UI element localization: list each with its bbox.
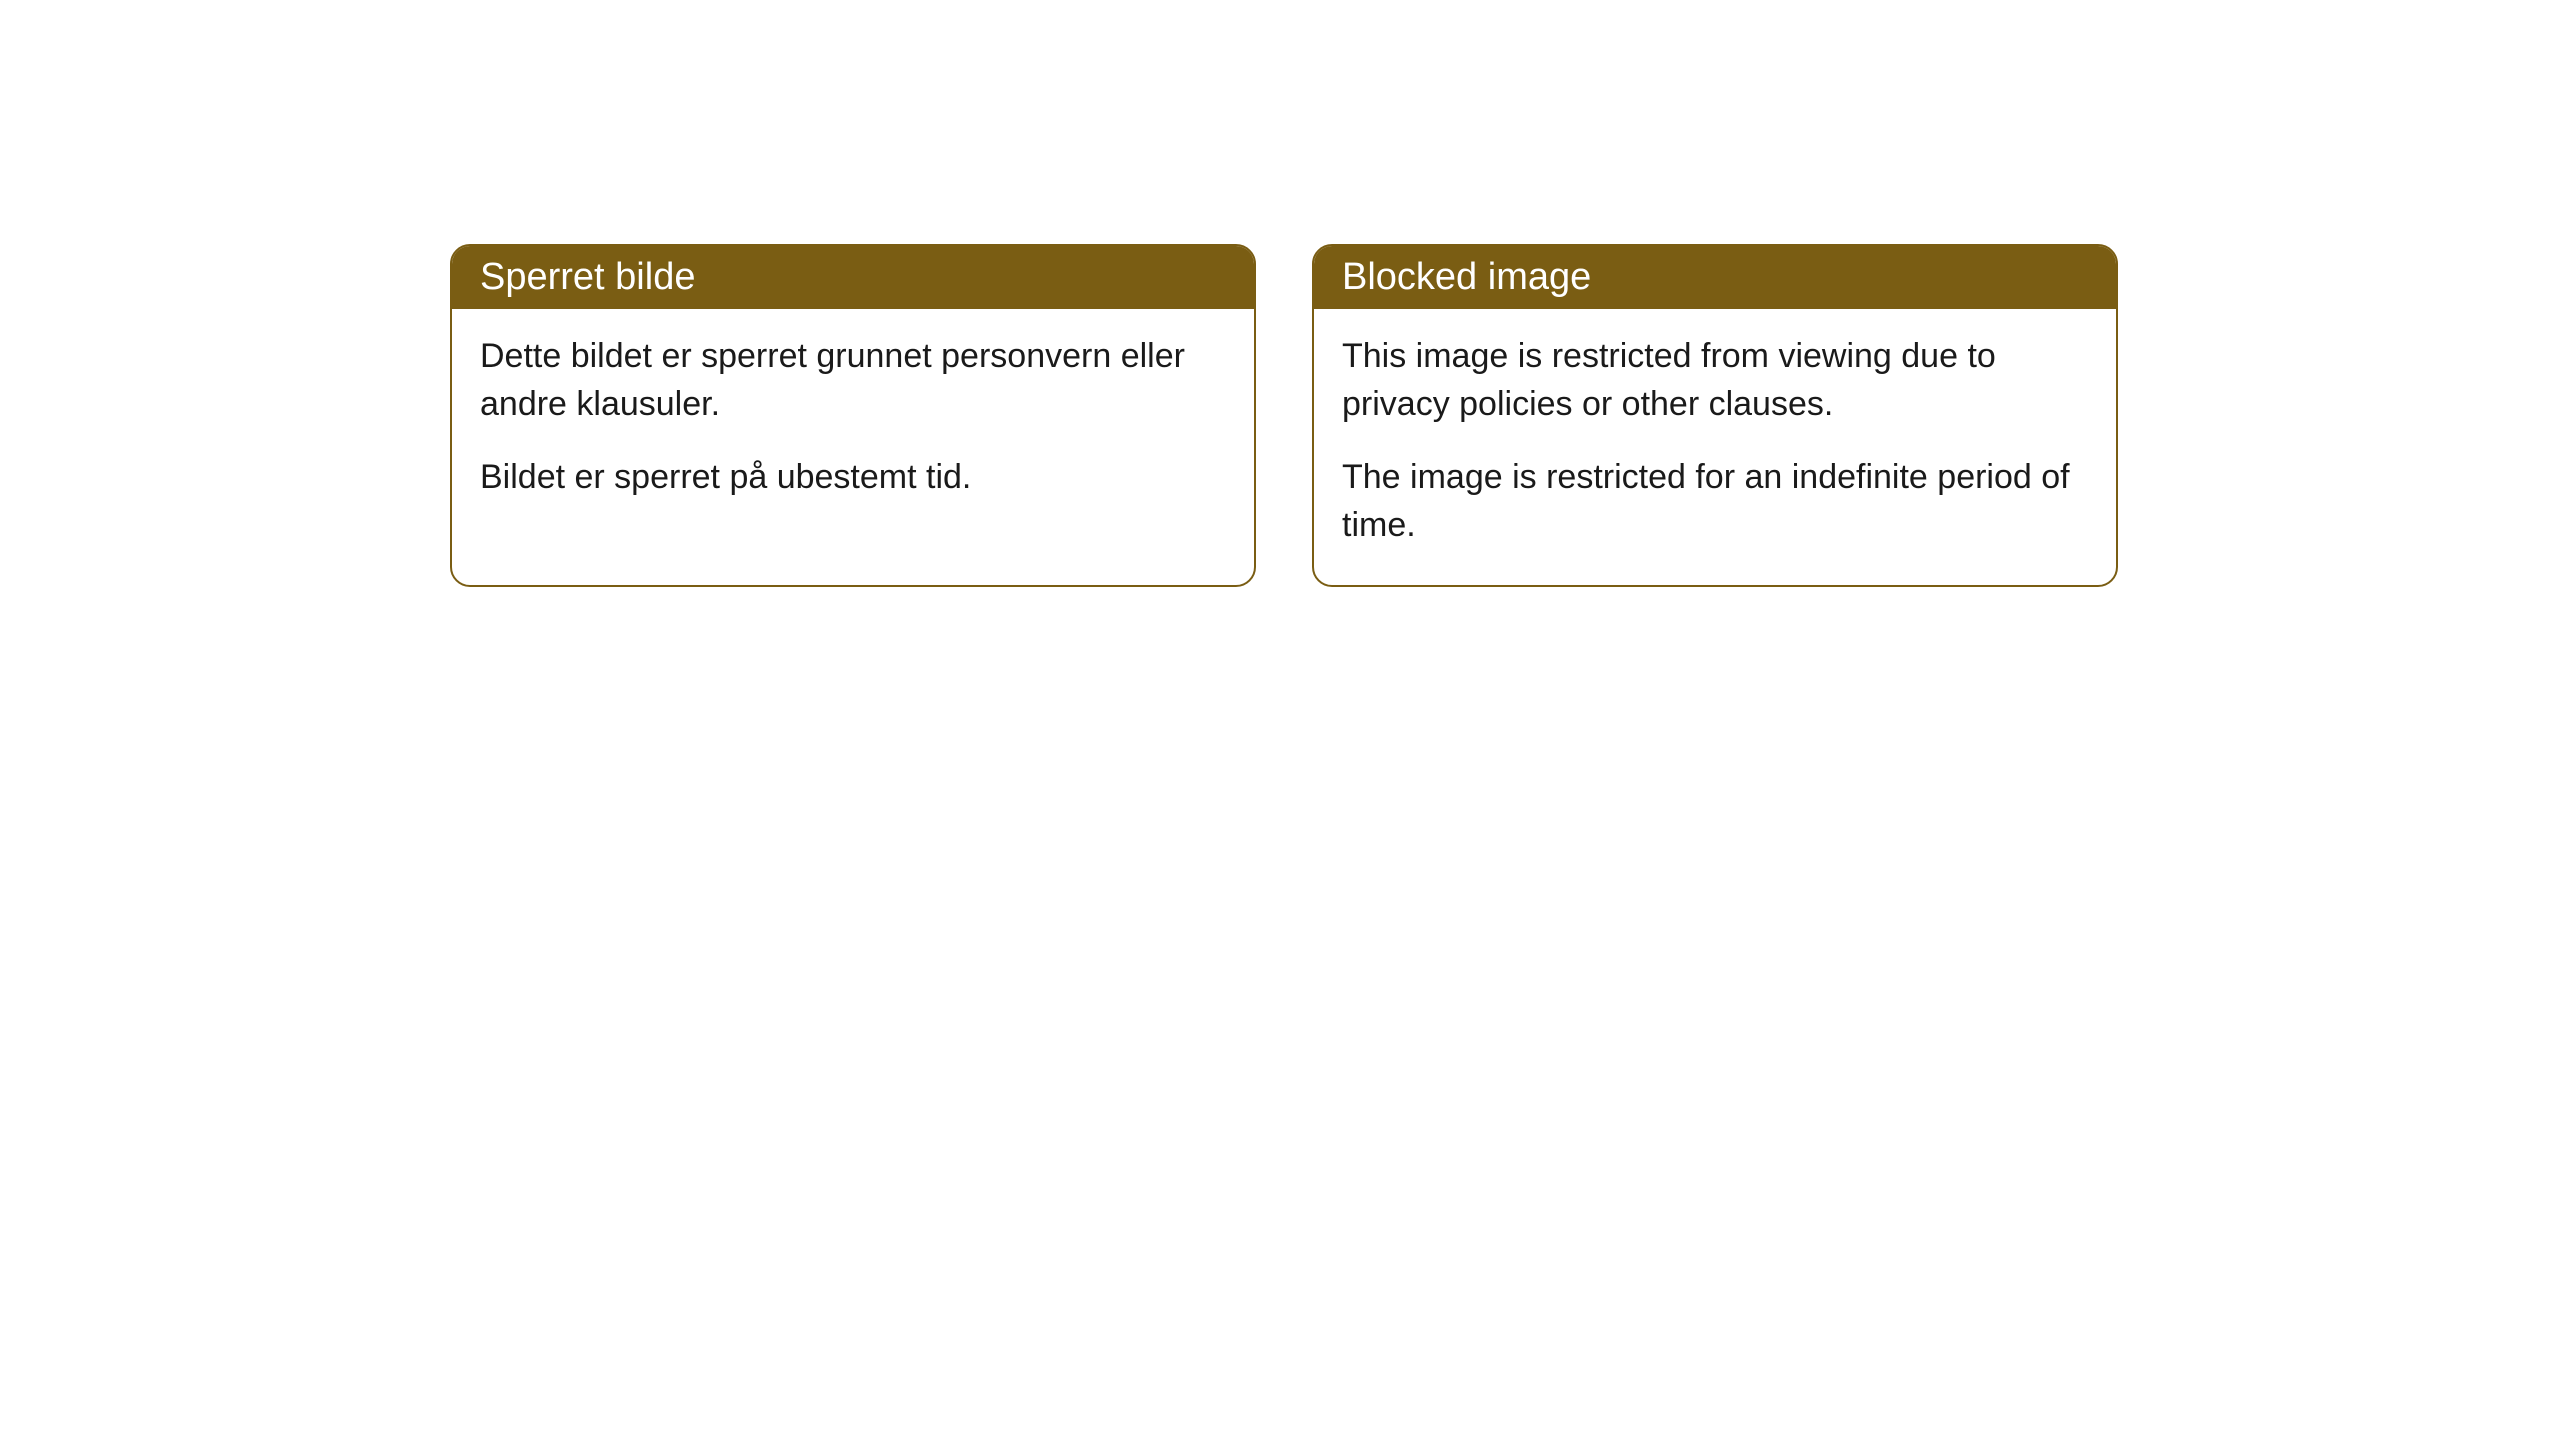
notice-container: Sperret bilde Dette bildet er sperret gr… (0, 0, 2560, 587)
notice-paragraph: This image is restricted from viewing du… (1342, 333, 2088, 428)
notice-title-norwegian: Sperret bilde (452, 246, 1254, 309)
notice-body-norwegian: Dette bildet er sperret grunnet personve… (452, 309, 1254, 538)
notice-paragraph: Bildet er sperret på ubestemt tid. (480, 454, 1226, 502)
notice-card-norwegian: Sperret bilde Dette bildet er sperret gr… (450, 244, 1256, 587)
notice-card-english: Blocked image This image is restricted f… (1312, 244, 2118, 587)
notice-paragraph: Dette bildet er sperret grunnet personve… (480, 333, 1226, 428)
notice-paragraph: The image is restricted for an indefinit… (1342, 454, 2088, 549)
notice-body-english: This image is restricted from viewing du… (1314, 309, 2116, 585)
notice-title-english: Blocked image (1314, 246, 2116, 309)
